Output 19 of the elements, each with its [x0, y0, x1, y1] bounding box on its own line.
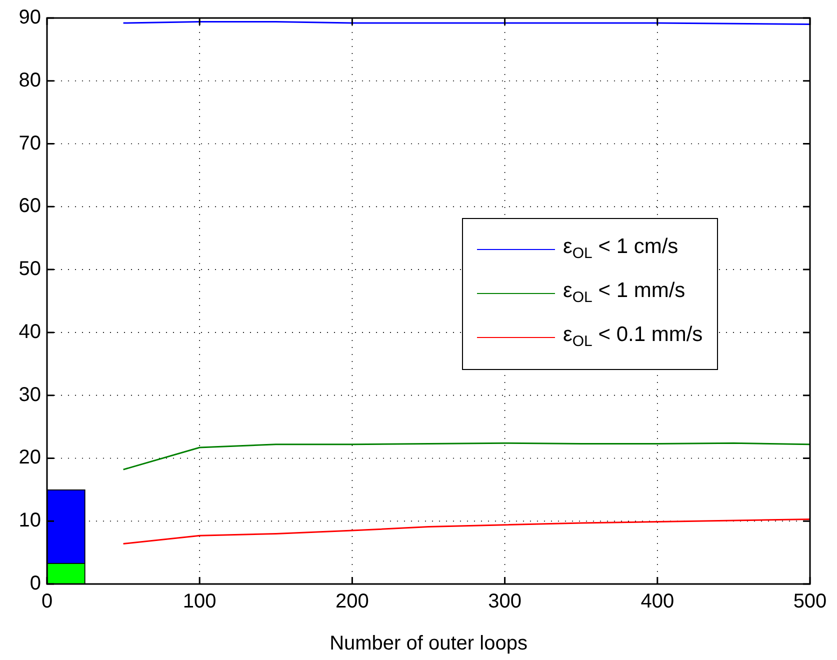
- x-tick-label: 100: [182, 590, 216, 613]
- x-tick-label: 200: [336, 590, 369, 613]
- x-tick-label: 500: [793, 590, 827, 613]
- y-tick-label: 90: [18, 6, 41, 29]
- legend-label: ε$_{OL}$ < 1 mm/s: [563, 279, 686, 307]
- y-tick-label: 10: [18, 510, 41, 532]
- y-tick-label: 40: [18, 320, 41, 343]
- x-tick-label: 300: [488, 590, 522, 613]
- y-tick-label: 60: [18, 195, 41, 218]
- y-tick-label: 80: [18, 69, 41, 92]
- y-tick-label: 50: [18, 258, 41, 280]
- y-tick-label: 0: [30, 572, 41, 595]
- legend-label: ε$_{OL}$ < 0.1 mm/s: [563, 323, 703, 351]
- y-tick-label: 30: [18, 384, 41, 406]
- x-tick-label: 400: [640, 590, 674, 613]
- x-axis-title: Number of outer loops: [330, 632, 528, 655]
- legend-label: ε$_{OL}$ < 1 cm/s: [563, 235, 678, 263]
- y-tick-label: 70: [18, 132, 41, 154]
- y-tick-label: 20: [18, 446, 41, 469]
